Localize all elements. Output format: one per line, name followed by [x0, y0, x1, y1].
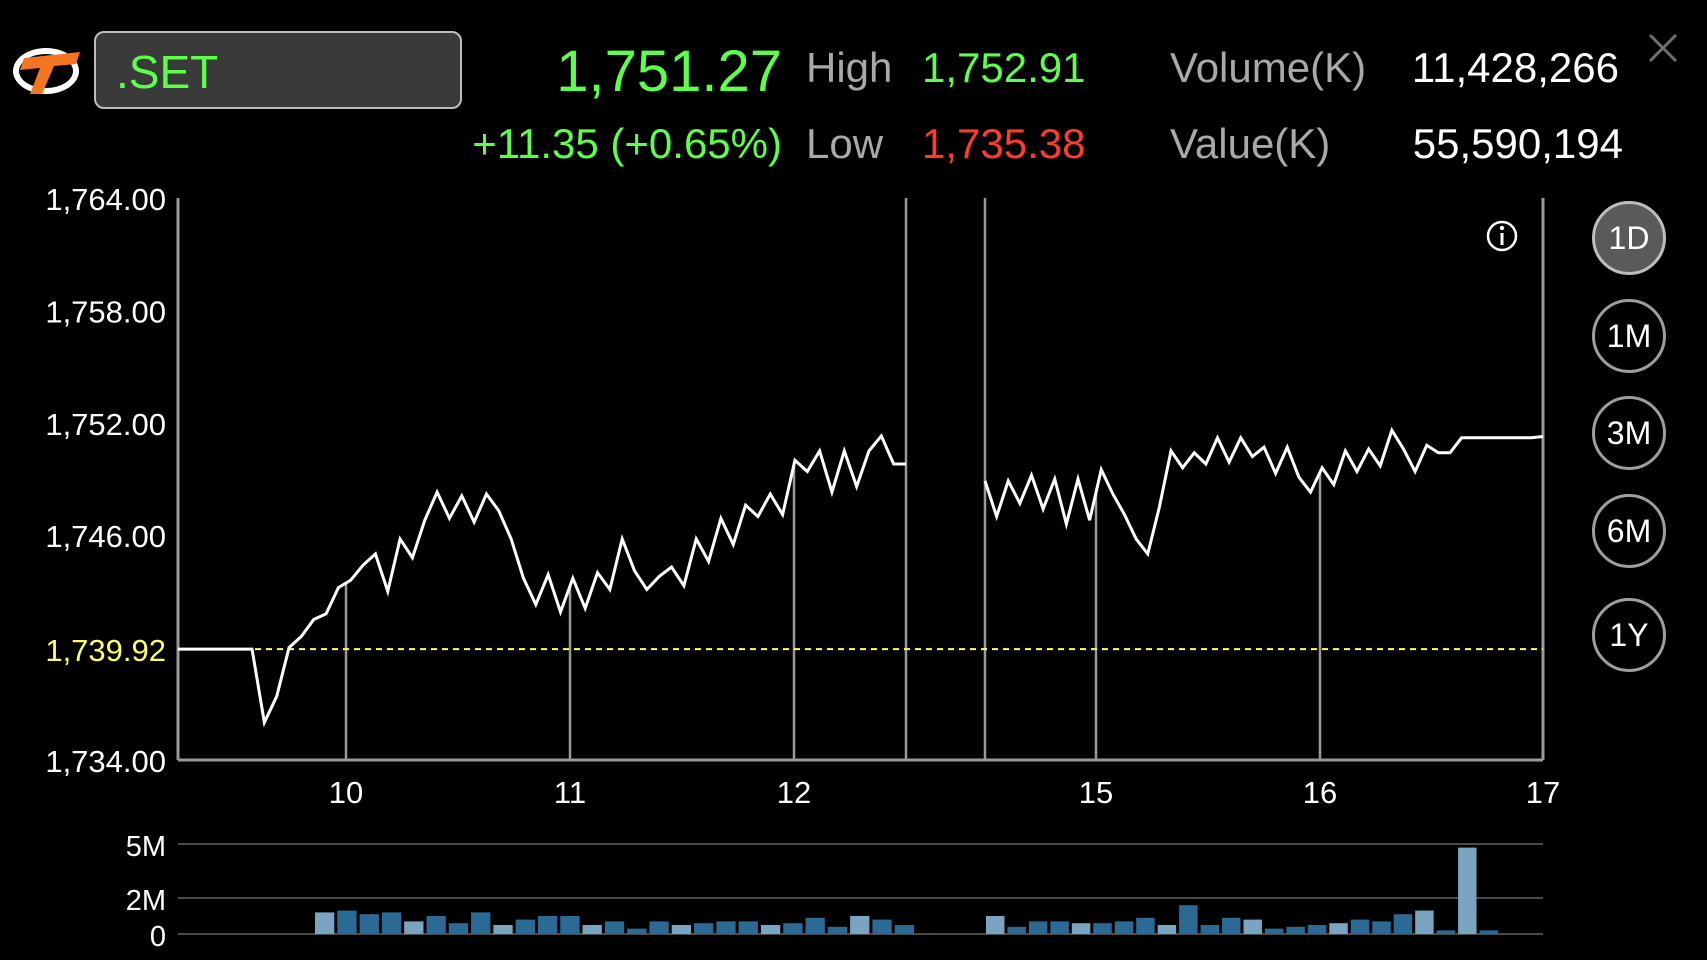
volume-bar [1157, 925, 1177, 934]
x-tick-label: 15 [1079, 775, 1113, 810]
y-tick-label: 1,764.00 [45, 182, 166, 217]
volume-bar [1415, 910, 1434, 934]
volume-bar [493, 925, 513, 934]
range-label: 3M [1606, 414, 1652, 451]
volume-bar [337, 910, 357, 934]
price-change: +11.35 (+0.65%) [472, 120, 782, 167]
volume-bar [1028, 921, 1048, 934]
volume-bar [671, 925, 692, 934]
volume-bar [426, 916, 446, 934]
volume-tick-label: 5M [126, 831, 166, 863]
volume-tick-label: 0 [150, 921, 166, 953]
volume-bar [1264, 928, 1284, 934]
close-icon[interactable] [1645, 30, 1681, 66]
volume-bar [537, 916, 558, 934]
tfex-logo [13, 48, 80, 94]
low-value: 1,735.38 [922, 120, 1086, 167]
volume-bar [1458, 847, 1477, 934]
value-value: 55,590,194 [1412, 120, 1623, 167]
info-icon[interactable] [1486, 220, 1518, 252]
price-line [983, 426, 1544, 558]
x-tick-label: 10 [329, 775, 363, 810]
volume-bar [1243, 919, 1262, 934]
range-label: 6M [1606, 512, 1652, 549]
range-label: 1Y [1609, 616, 1649, 653]
volume-bar [1436, 930, 1456, 934]
price-line [178, 433, 906, 728]
volume-bar [1071, 923, 1091, 934]
volume-bar [1329, 923, 1348, 934]
range-button-3m[interactable]: 3M [1592, 396, 1666, 470]
volume-bar [649, 921, 669, 934]
range-button-6m[interactable]: 6M [1592, 494, 1666, 568]
y-tick-label: 1,734.00 [45, 744, 166, 779]
volume-bar [1393, 914, 1413, 934]
volume-bar [1307, 925, 1327, 934]
price-series [178, 426, 1544, 728]
volume-bar [515, 919, 535, 934]
volume-bar [1200, 925, 1220, 934]
volume-bar [1350, 919, 1370, 934]
range-button-1m[interactable]: 1M [1592, 299, 1666, 373]
volume-bar [1093, 923, 1112, 934]
volume-bar [1136, 917, 1155, 934]
volume-value: 11,428,266 [1411, 44, 1619, 91]
volume-bar [448, 923, 469, 934]
x-tick-label: 17 [1526, 775, 1560, 810]
volume-tick-label: 2M [126, 885, 166, 917]
chart-axes [176, 198, 1545, 762]
y-tick-label: 1,746.00 [45, 519, 166, 554]
volume-bar [471, 912, 491, 934]
volume-bar [1050, 921, 1069, 934]
volume-bar [738, 921, 758, 934]
volume-bar [872, 919, 892, 934]
volume-bar [894, 925, 914, 934]
volume-label: Volume(K) [1170, 44, 1367, 91]
volume-bar [1222, 917, 1241, 934]
volume-series: 5M 2M 0 [126, 831, 1543, 953]
volume-bar [1479, 930, 1498, 934]
volume-bar [850, 916, 870, 934]
volume-bar [827, 926, 848, 934]
value-label: Value(K) [1170, 120, 1331, 167]
symbol-text: .SET [116, 46, 219, 98]
volume-bar [359, 914, 379, 934]
x-tick-label: 16 [1303, 775, 1337, 810]
reference-label: 1,739.92 [45, 633, 166, 668]
high-label: High [806, 44, 893, 91]
symbol-input[interactable]: .SET [94, 31, 462, 109]
chart-ticks: 1,764.00 1,758.00 1,752.00 1,746.00 1,734.00… [45, 182, 1560, 810]
last-price: 1,751.27 [556, 39, 782, 104]
y-tick-label: 1,752.00 [45, 407, 166, 442]
volume-bar [1372, 921, 1391, 934]
range-label: 1M [1606, 317, 1652, 354]
volume-bar [805, 917, 825, 934]
volume-bar [1286, 926, 1305, 934]
range-button-1d[interactable]: 1D [1592, 201, 1666, 275]
volume-bar [315, 912, 335, 934]
x-tick-label: 11 [554, 775, 586, 810]
range-label: 1D [1608, 219, 1650, 256]
y-tick-label: 1,758.00 [45, 294, 166, 329]
volume-bar [560, 916, 580, 934]
volume-bar [1179, 905, 1198, 934]
volume-bar [760, 925, 781, 934]
range-button-1y[interactable]: 1Y [1592, 598, 1666, 672]
x-tick-label: 12 [777, 775, 811, 810]
low-label: Low [806, 120, 884, 167]
volume-bar [694, 923, 714, 934]
volume-bar [716, 921, 736, 934]
volume-bar [783, 923, 803, 934]
volume-bar [627, 928, 647, 934]
volume-bar [404, 921, 424, 934]
volume-bar [381, 912, 402, 934]
volume-bar [986, 916, 1005, 934]
volume-bar [1007, 926, 1026, 934]
high-value: 1,752.91 [922, 44, 1086, 91]
volume-bar [604, 921, 625, 934]
volume-bar [1114, 921, 1134, 934]
volume-bar [582, 925, 602, 934]
